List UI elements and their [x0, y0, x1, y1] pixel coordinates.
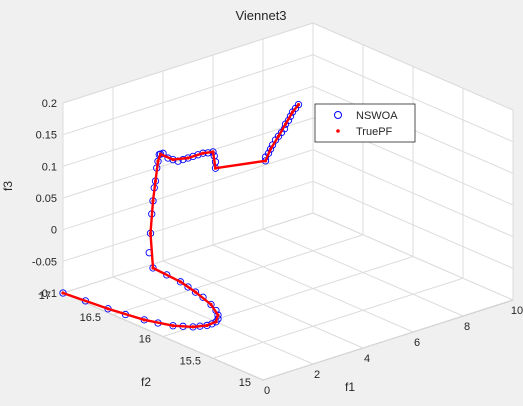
truepf-point [151, 199, 155, 203]
x-tick-label: 4 [364, 353, 370, 365]
series-layer [59, 100, 303, 331]
nswoa-point [184, 283, 192, 291]
truepf-point [193, 290, 198, 294]
truepf-point [186, 156, 190, 160]
grid-line-z-side [312, 149, 514, 238]
truepf-point [151, 266, 155, 270]
grid-line-z-side [312, 54, 514, 143]
truepf-point [211, 150, 215, 154]
grid-line-z-back [62, 22, 314, 104]
truepf-point [158, 152, 163, 156]
truepf-point [156, 159, 160, 163]
nswoa-point [163, 271, 171, 279]
y-axis-label: f2 [141, 375, 151, 389]
y-tick-label: 15.5 [180, 355, 201, 367]
grid-line-z-back [62, 180, 314, 262]
z-tick-label: 0.1 [42, 161, 57, 173]
y-tick-label: 17 [39, 290, 51, 302]
grid-line-z-side [312, 22, 514, 111]
nswoa-point [286, 112, 295, 120]
series-truepf [61, 103, 301, 329]
grid-line-z-side [312, 180, 514, 269]
nswoa-point [266, 145, 275, 153]
truepf-point [296, 103, 301, 107]
x-tick-label: 8 [464, 321, 470, 333]
y-tick-label: 16.5 [80, 312, 101, 324]
legend-label-nswoa: NSWOA [356, 110, 398, 122]
grid-line-z-back [62, 212, 314, 294]
truepf-point [213, 166, 218, 170]
grid-line-y-floor [212, 277, 464, 359]
grid-line-z-back [62, 54, 314, 136]
truepf-point [178, 280, 183, 284]
truepf-point [61, 291, 65, 295]
truepf-point [201, 151, 205, 155]
truepf-point [106, 307, 110, 311]
truepf-point [263, 159, 268, 163]
truepf-point [191, 325, 195, 329]
x-axis-label: f1 [345, 380, 355, 394]
x-tick-label: 10 [511, 305, 523, 317]
truepf-point [171, 324, 175, 328]
truepf-curve [62, 103, 300, 329]
truepf-point [209, 302, 213, 307]
truepf-point [153, 179, 158, 183]
x-tick-label: 0 [264, 385, 270, 397]
truepf-point [216, 313, 220, 317]
truepf-point [148, 231, 153, 235]
legend-marker-truepf [336, 129, 340, 133]
truepf-point [171, 158, 175, 162]
grid-line-z-back [62, 85, 314, 167]
z-axis-label: f3 [1, 181, 15, 191]
y-tick-label: 16 [139, 334, 151, 346]
nswoa-point [191, 288, 200, 296]
nswoa-point [199, 293, 207, 301]
truepf-point [205, 323, 209, 328]
grid-line-y-floor [112, 234, 364, 316]
legend: NSWOA TruePF [314, 103, 416, 143]
chart-title: Viennet3 [235, 8, 286, 23]
x-tick-label: 2 [314, 369, 320, 381]
z-tick-label: 0.05 [36, 193, 57, 205]
legend-label-truepf: TruePF [356, 126, 393, 138]
truepf-point [283, 122, 288, 126]
nswoa-point [176, 278, 185, 286]
grid-line-y-floor [262, 299, 514, 381]
z-tick-label: -0.05 [32, 256, 57, 268]
nswoa-point [294, 100, 303, 109]
x-tick-label: 6 [414, 337, 420, 349]
grid-line-z-back [62, 149, 314, 231]
legend-box [314, 103, 416, 143]
y-tick-label: 15 [239, 377, 251, 389]
z-tick-label: -0.1 [38, 288, 57, 300]
z-tick-label: 0 [51, 225, 57, 237]
grid-line-z-side [312, 212, 514, 301]
truepf-point [268, 147, 273, 151]
tick-labels: 0 2 4 6 8 10 15 15.5 16 16.5 17-0.1 -0.05 0 0.05 0.1 0.… [32, 98, 523, 397]
z-tick-label: 0.2 [42, 98, 57, 110]
truepf-point [290, 110, 295, 114]
truepf-point [142, 318, 146, 322]
truepf-point [214, 320, 218, 324]
truepf-point [276, 134, 281, 138]
nswoa-point [207, 300, 215, 309]
legend-marker-nswoa [334, 111, 342, 119]
z-tick-label: 0.15 [36, 130, 57, 142]
